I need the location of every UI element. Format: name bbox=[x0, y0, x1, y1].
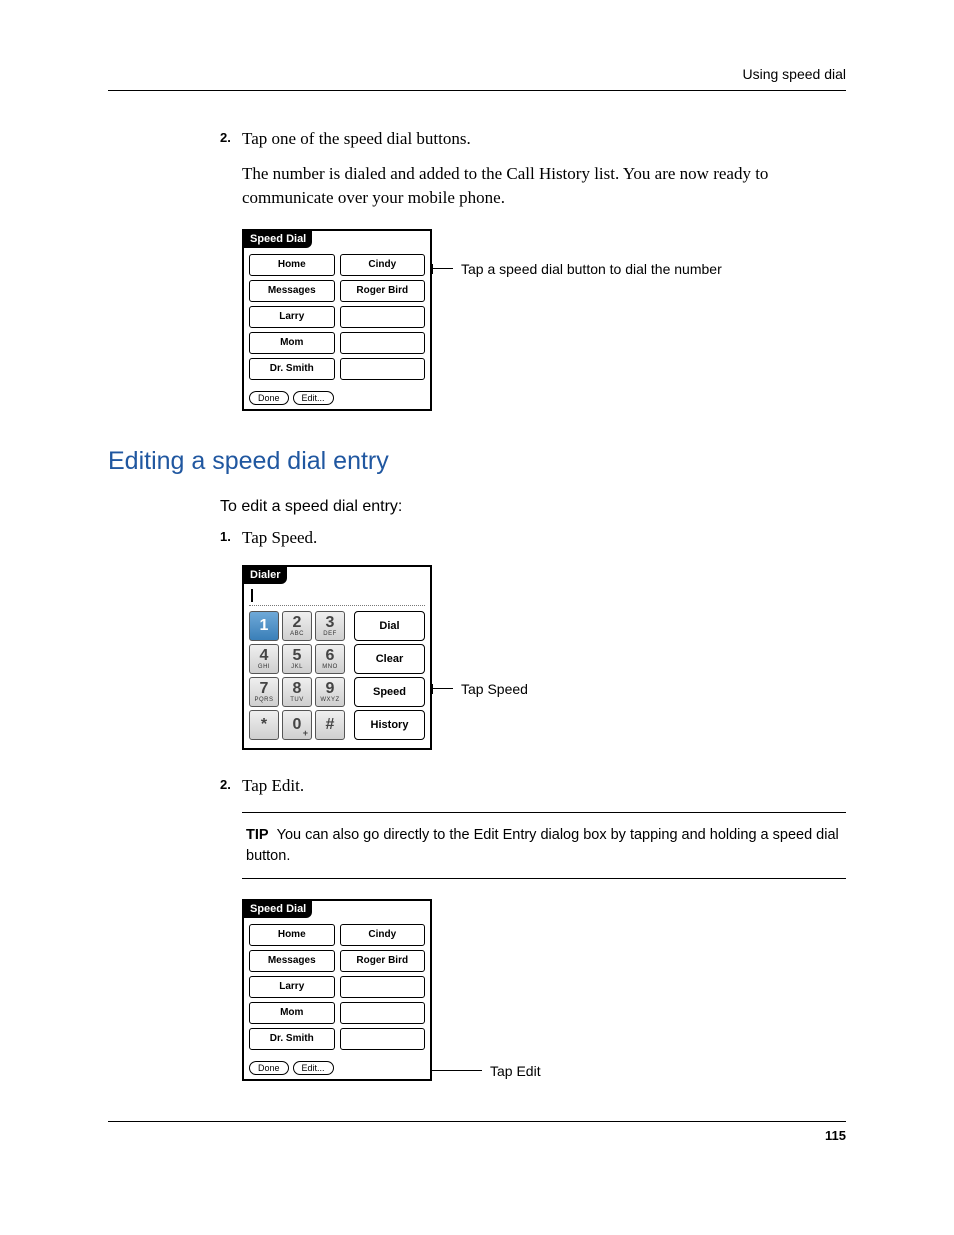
speeddial-title: Speed Dial bbox=[244, 231, 312, 248]
dialer-title: Dialer bbox=[244, 567, 287, 584]
key-6[interactable]: 6MNO bbox=[315, 644, 345, 674]
done-button[interactable]: Done bbox=[249, 1061, 289, 1075]
sd-btn[interactable]: Roger Bird bbox=[340, 950, 426, 972]
sd-btn-empty[interactable] bbox=[340, 976, 426, 998]
callout-1: Tap a speed dial button to dial the numb… bbox=[461, 261, 722, 277]
sd-btn[interactable]: Messages bbox=[249, 280, 335, 302]
sd-btn[interactable]: Home bbox=[249, 924, 335, 946]
key-3[interactable]: 3DEF bbox=[315, 611, 345, 641]
tip-box: TIP You can also go directly to the Edit… bbox=[242, 812, 846, 879]
tip-label: TIP bbox=[246, 827, 269, 843]
para-1: The number is dialed and added to the Ca… bbox=[242, 162, 846, 211]
dialer-input[interactable] bbox=[249, 588, 425, 606]
step-1b: 1. Tap Speed. bbox=[220, 526, 846, 551]
top-rule bbox=[108, 90, 846, 91]
sd-btn[interactable]: Cindy bbox=[340, 254, 426, 276]
step-2b: 2. Tap Edit. bbox=[220, 774, 846, 799]
step-num: 1. bbox=[220, 526, 242, 551]
key-8[interactable]: 8TUV bbox=[282, 677, 312, 707]
header-section: Using speed dial bbox=[742, 66, 846, 82]
key-1[interactable]: 1 bbox=[249, 611, 279, 641]
history-button[interactable]: History bbox=[354, 710, 425, 740]
sd-btn[interactable]: Larry bbox=[249, 976, 335, 998]
figure-speeddial-2: Speed Dial Home Cindy Messages Roger Bir… bbox=[242, 899, 846, 1081]
step-text: Tap one of the speed dial buttons. bbox=[242, 127, 471, 152]
sd-btn[interactable]: Dr. Smith bbox=[249, 358, 335, 380]
sd-btn-empty[interactable] bbox=[340, 358, 426, 380]
tip-text: You can also go directly to the Edit Ent… bbox=[246, 827, 839, 863]
dialer-frame: Dialer 1 2ABC 3DEF Dial 4GHI 5JKL 6M bbox=[242, 565, 432, 750]
sd-btn-empty[interactable] bbox=[340, 306, 426, 328]
sd-btn[interactable]: Cindy bbox=[340, 924, 426, 946]
sd-btn-empty[interactable] bbox=[340, 1002, 426, 1024]
dial-button[interactable]: Dial bbox=[354, 611, 425, 641]
step-num: 2. bbox=[220, 127, 242, 152]
step-num: 2. bbox=[220, 774, 242, 799]
edit-button[interactable]: Edit... bbox=[293, 391, 334, 405]
step-2a: 2. Tap one of the speed dial buttons. bbox=[220, 127, 846, 152]
sd-btn-empty[interactable] bbox=[340, 332, 426, 354]
edit-button[interactable]: Edit... bbox=[293, 1061, 334, 1075]
subhead: To edit a speed dial entry: bbox=[220, 498, 846, 516]
speeddial-title: Speed Dial bbox=[244, 901, 312, 918]
sd-btn[interactable]: Messages bbox=[249, 950, 335, 972]
speeddial-frame: Speed Dial Home Cindy Messages Roger Bir… bbox=[242, 899, 432, 1081]
speed-button[interactable]: Speed bbox=[354, 677, 425, 707]
figure-speeddial-1: Speed Dial Home Cindy Messages Roger Bir… bbox=[242, 229, 846, 411]
bottom-rule bbox=[108, 1121, 846, 1122]
key-4[interactable]: 4GHI bbox=[249, 644, 279, 674]
sd-btn[interactable]: Mom bbox=[249, 332, 335, 354]
sd-btn[interactable]: Home bbox=[249, 254, 335, 276]
key-star[interactable]: * bbox=[249, 710, 279, 740]
sd-btn[interactable]: Larry bbox=[249, 306, 335, 328]
speeddial-frame: Speed Dial Home Cindy Messages Roger Bir… bbox=[242, 229, 432, 411]
step-text: Tap Speed. bbox=[242, 526, 317, 551]
key-9[interactable]: 9WXYZ bbox=[315, 677, 345, 707]
key-0[interactable]: 0+ bbox=[282, 710, 312, 740]
key-7[interactable]: 7PQRS bbox=[249, 677, 279, 707]
figure-dialer: Dialer 1 2ABC 3DEF Dial 4GHI 5JKL 6M bbox=[242, 565, 846, 750]
clear-button[interactable]: Clear bbox=[354, 644, 425, 674]
callout-2: Tap Speed bbox=[461, 681, 528, 697]
sd-btn[interactable]: Roger Bird bbox=[340, 280, 426, 302]
sd-btn[interactable]: Dr. Smith bbox=[249, 1028, 335, 1050]
page-number: 115 bbox=[108, 1128, 846, 1143]
heading-editing: Editing a speed dial entry bbox=[108, 447, 846, 476]
callout-3: Tap Edit bbox=[490, 1063, 541, 1079]
key-5[interactable]: 5JKL bbox=[282, 644, 312, 674]
sd-btn-empty[interactable] bbox=[340, 1028, 426, 1050]
done-button[interactable]: Done bbox=[249, 391, 289, 405]
key-2[interactable]: 2ABC bbox=[282, 611, 312, 641]
sd-btn[interactable]: Mom bbox=[249, 1002, 335, 1024]
key-hash[interactable]: # bbox=[315, 710, 345, 740]
step-text: Tap Edit. bbox=[242, 774, 304, 799]
